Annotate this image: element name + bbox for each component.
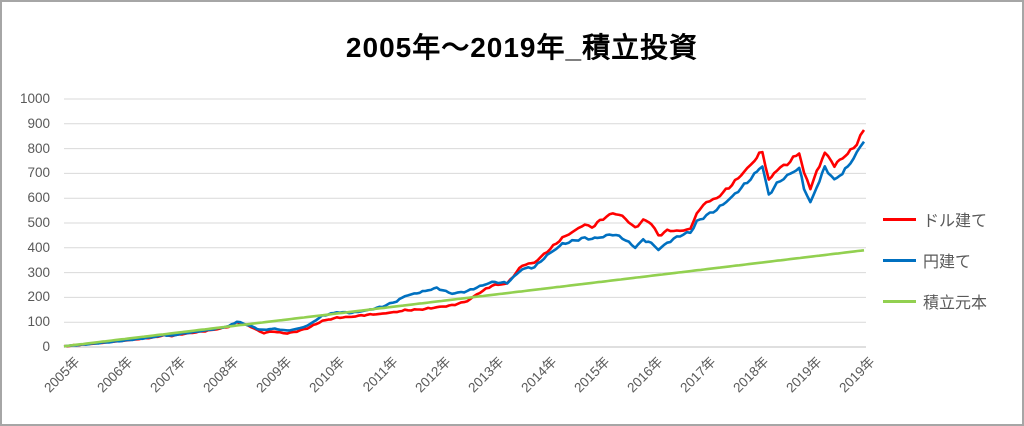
y-axis-tick-label: 900 — [27, 115, 50, 131]
series-line-dollar — [63, 129, 866, 348]
y-axis-tick-label: 200 — [27, 289, 50, 305]
y-axis-tick-label: 1000 — [19, 91, 50, 106]
chart-title: 2005年～2019年_積立投資 — [345, 32, 699, 63]
y-axis-tick-label: 0 — [42, 339, 50, 354]
legend-label: 円建て — [923, 254, 972, 271]
legend-swatch-icon — [883, 217, 916, 221]
legend-label: 積立元本 — [923, 295, 988, 312]
y-axis-tick-label: 100 — [27, 314, 50, 330]
y-axis-tick-label: 400 — [27, 239, 50, 255]
legend-swatch-icon — [883, 258, 916, 262]
y-axis-tick-label: 800 — [27, 140, 50, 156]
legend: ドル建て円建て積立元本 — [883, 207, 987, 330]
y-axis-tick-label: 700 — [27, 165, 50, 181]
legend-item-principal: 積立元本 — [883, 289, 987, 313]
legend-swatch-icon — [883, 299, 916, 303]
legend-item-dollar: ドル建て — [883, 207, 987, 231]
legend-label: ドル建て — [923, 213, 988, 230]
y-axis-tick-label: 300 — [27, 264, 50, 280]
y-axis-tick-label: 500 — [27, 215, 50, 230]
legend-item-yen: 円建て — [883, 248, 987, 272]
series-line-principal — [63, 249, 865, 348]
y-axis-tick-label: 600 — [27, 190, 50, 206]
